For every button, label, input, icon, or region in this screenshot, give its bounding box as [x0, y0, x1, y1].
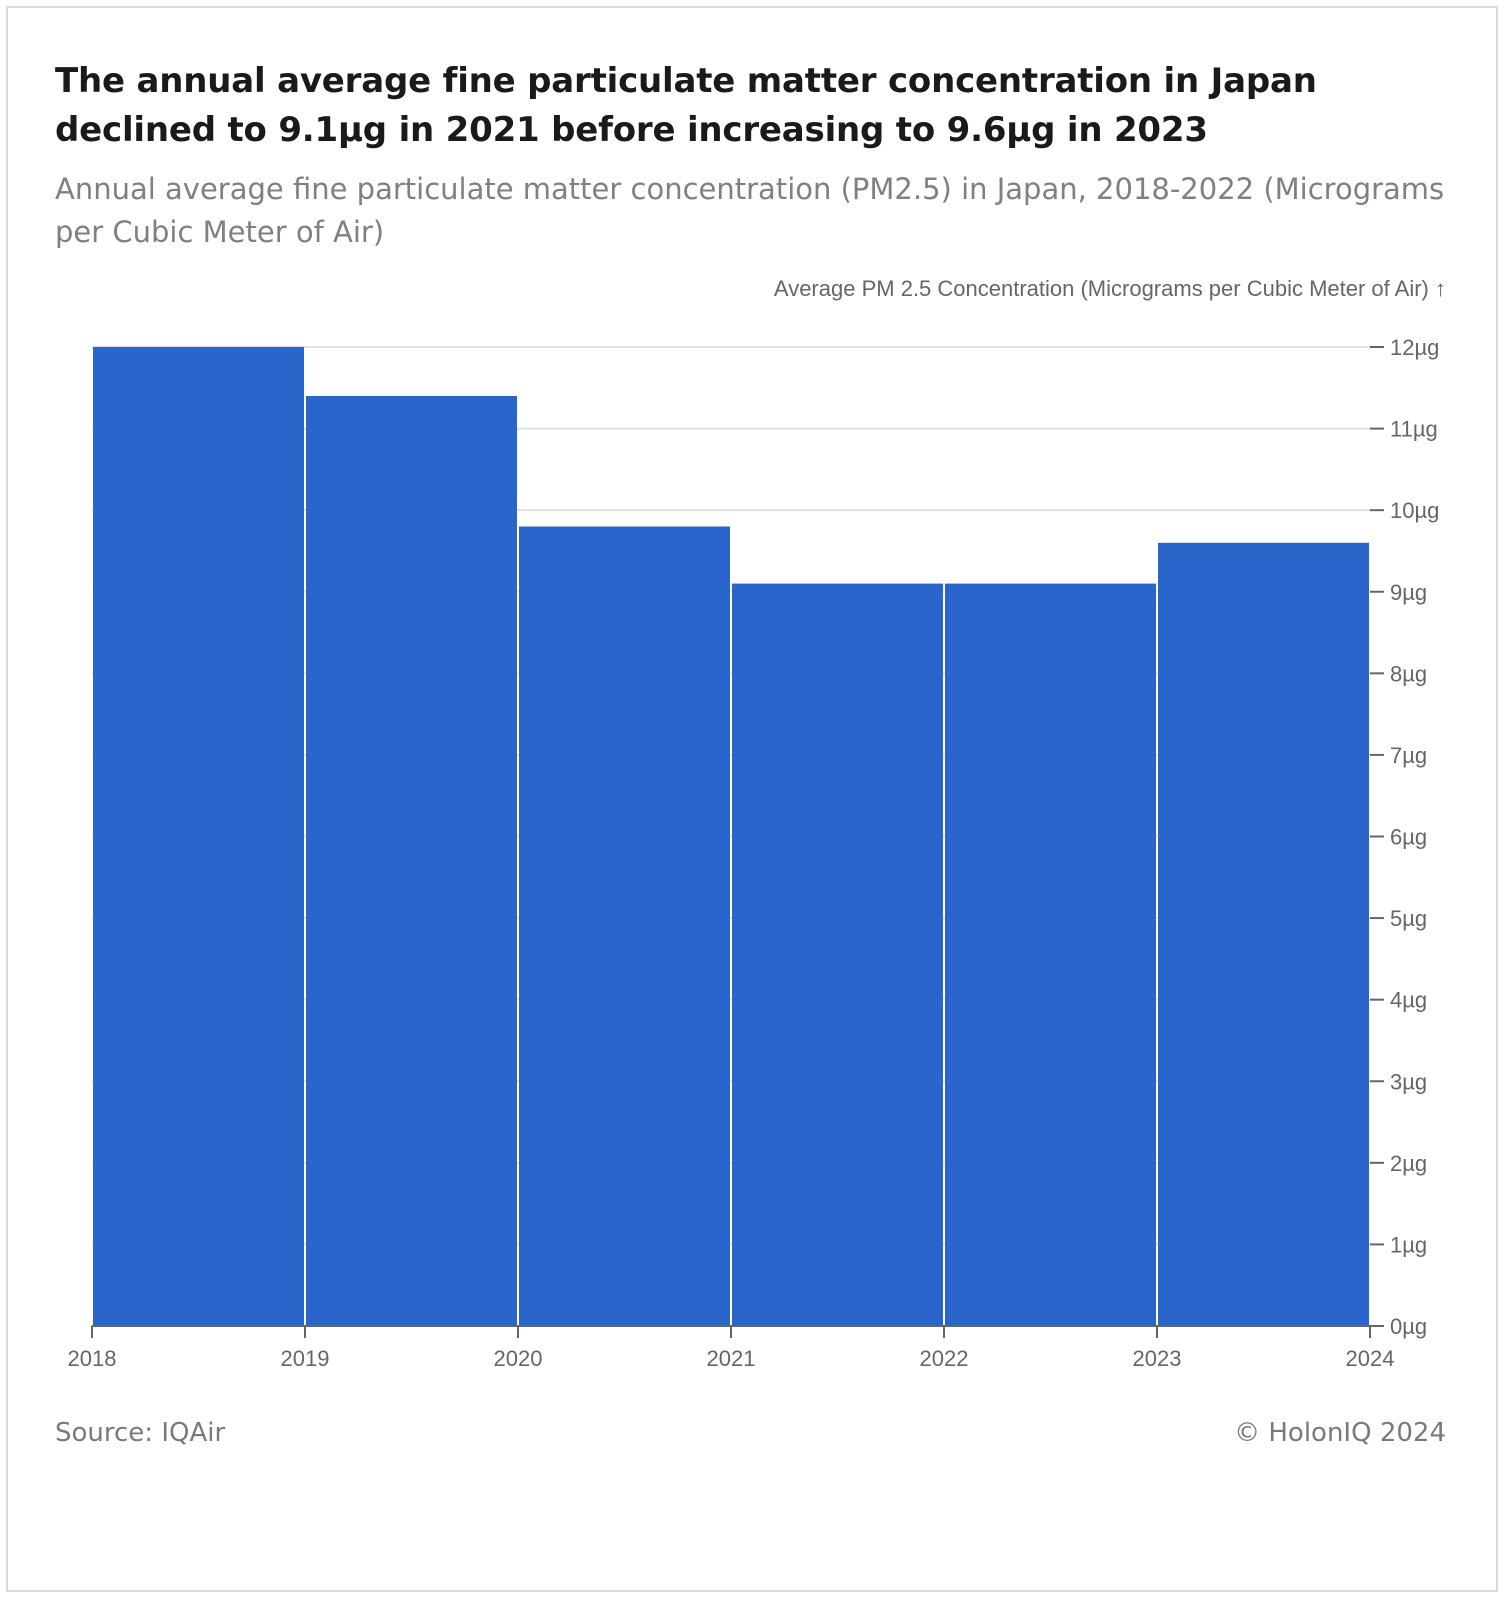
bar	[93, 347, 304, 1326]
x-tick-label: 2021	[707, 1346, 756, 1371]
y-tick-label: 7µg	[1390, 743, 1427, 768]
y-tick-label: 5µg	[1390, 906, 1427, 931]
y-tick-label: 8µg	[1390, 661, 1427, 686]
bar	[945, 583, 1156, 1326]
bar	[519, 526, 730, 1326]
x-tick-label: 2023	[1133, 1346, 1182, 1371]
bar	[306, 395, 517, 1326]
y-tick-label: 1µg	[1390, 1232, 1427, 1257]
bars	[93, 347, 1369, 1326]
bar	[732, 583, 943, 1326]
y-tick-label: 3µg	[1390, 1069, 1427, 1094]
y-tick-label: 4µg	[1390, 988, 1427, 1013]
x-tick-label: 2024	[1346, 1346, 1395, 1371]
source-note: Source: IQAir	[55, 1418, 226, 1448]
y-axis-label: Average PM 2.5 Concentration (Micrograms…	[773, 276, 1446, 301]
x-tick-label: 2018	[68, 1346, 117, 1371]
x-tick-label: 2020	[494, 1346, 543, 1371]
x-tick-label: 2022	[920, 1346, 969, 1371]
y-tick-label: 10µg	[1390, 498, 1439, 523]
y-tick-label: 12µg	[1390, 335, 1439, 360]
bar	[1158, 542, 1369, 1326]
y-tick-label: 9µg	[1390, 580, 1427, 605]
gridlines	[92, 346, 1370, 1246]
axes: 0µg 1µg 2µg 3µg 4µg 5µg 6µg 7µg 8µg 9µg 10µg 11µg 12…	[68, 335, 1440, 1371]
y-tick-label: 11µg	[1390, 417, 1438, 442]
y-tick-label: 6µg	[1390, 825, 1427, 850]
x-tick-label: 2019	[281, 1346, 330, 1371]
chart-title: The annual average fine particulate matt…	[55, 61, 1317, 150]
copyright-note: © HolonIQ 2024	[1234, 1418, 1446, 1448]
bar-chart: 0µg 1µg 2µg 3µg 4µg 5µg 6µg 7µg 8µg 9µg 10µg 11µg 12…	[68, 335, 1440, 1371]
y-tick-label: 2µg	[1390, 1151, 1427, 1176]
y-tick-label: 0µg	[1390, 1314, 1427, 1339]
chart-subtitle: Annual average fine particulate matter c…	[55, 172, 1445, 249]
